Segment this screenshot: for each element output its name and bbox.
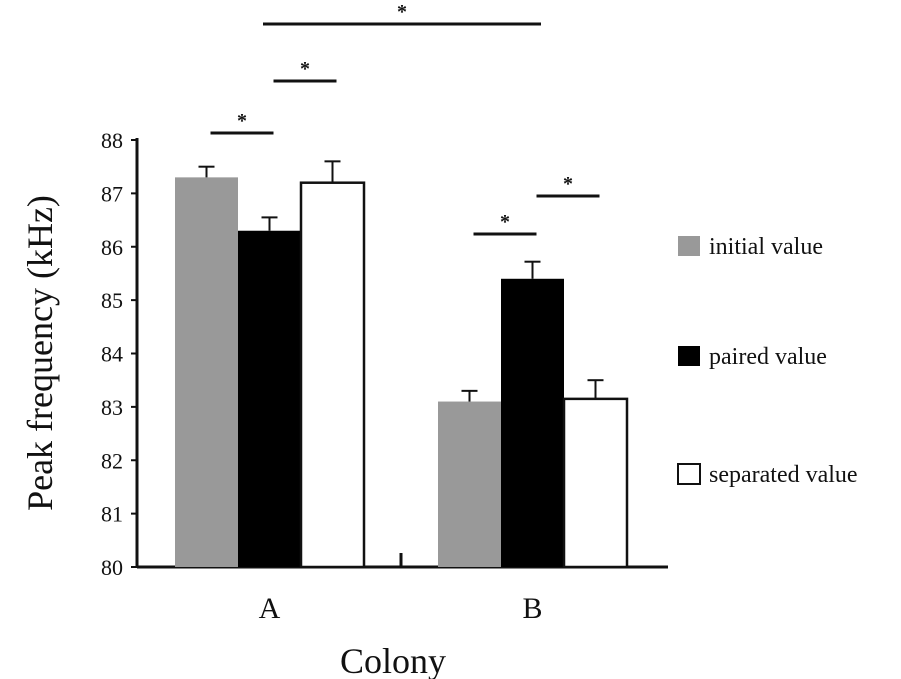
significance-star: *: [300, 58, 310, 80]
bars: [175, 160, 629, 569]
y-tick-label: 82: [101, 448, 123, 473]
legend-label: paired value: [709, 344, 827, 370]
y-tick-label: 80: [101, 555, 123, 580]
legend-swatch: [678, 236, 700, 256]
x-tick-label: B: [522, 592, 542, 625]
significance-markers: * * * * *: [210, 1, 600, 236]
legend: initial value paired value separated value: [677, 234, 858, 488]
legend-swatch: [677, 463, 701, 485]
bar: [299, 181, 366, 569]
significance-star: *: [563, 173, 573, 195]
y-tick-label: 87: [101, 181, 123, 206]
bar: [175, 177, 238, 568]
bar: [562, 397, 629, 569]
y-tick-label: 83: [101, 395, 123, 420]
x-axis-title: Colony: [340, 641, 446, 679]
y-tick-label: 84: [101, 342, 123, 367]
significance-star: *: [237, 110, 247, 132]
significance-star: *: [500, 211, 510, 233]
bar: [501, 278, 564, 567]
x-tick-label: A: [259, 592, 281, 625]
legend-label: initial value: [709, 234, 823, 260]
bar: [238, 230, 301, 568]
legend-swatch: [678, 346, 700, 366]
y-tick-label: 85: [101, 288, 123, 313]
significance-star: *: [397, 1, 407, 23]
legend-label: separated value: [709, 462, 858, 488]
y-axis-title: Peak frequency (kHz): [20, 195, 60, 511]
y-tick-label: 88: [101, 128, 123, 153]
y-tick-label: 81: [101, 502, 123, 527]
y-tick-label: 86: [101, 235, 123, 260]
bar: [438, 401, 501, 567]
